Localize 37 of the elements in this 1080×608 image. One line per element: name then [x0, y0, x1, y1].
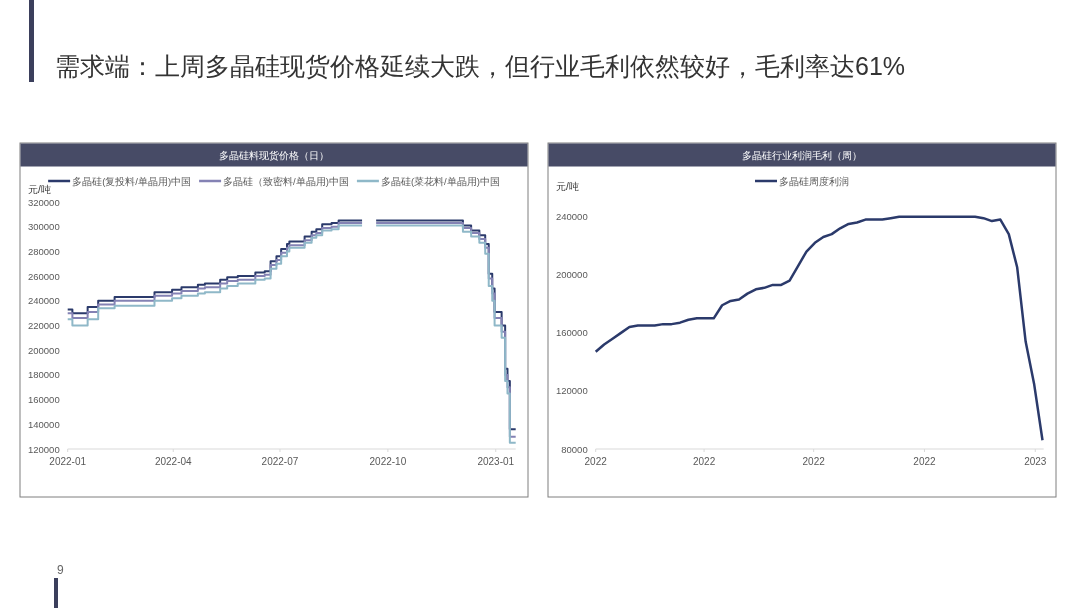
y-tick-label: 120000: [556, 385, 588, 397]
y-tick-label: 320000: [28, 196, 60, 208]
legend-label: 多晶硅(复投料/单晶用)中国: [72, 175, 192, 187]
x-tick-label: 2022: [692, 456, 716, 467]
chart-title: 多晶硅行业利润毛利（周）: [742, 150, 862, 161]
line-series: [594, 215, 1044, 442]
y-tick-label: 260000: [28, 270, 60, 282]
y-tick-label: 120000: [28, 443, 60, 455]
x-tick-label: 2022-01: [49, 456, 87, 467]
y-tick-label: 160000: [28, 394, 60, 406]
x-tick-label: 2022-10: [369, 456, 407, 467]
x-tick-label: 2023: [1024, 456, 1047, 467]
x-tick-label: 2022-07: [261, 456, 299, 467]
y-tick-label: 280000: [28, 245, 60, 257]
x-tick-label: 2022: [584, 456, 608, 467]
y-tick-label: 300000: [28, 221, 60, 233]
y-tick-label: 200000: [556, 269, 588, 281]
x-tick-label: 2022-04: [154, 456, 193, 467]
x-tick-label: 2023-01: [477, 456, 515, 467]
chart-title: 多晶硅料现货价格（日）: [219, 150, 329, 161]
y-axis-title: 元/吨: [556, 181, 579, 192]
legend-label: 多晶硅(菜花料/单晶用)中国: [380, 175, 500, 187]
text: 9: [57, 563, 64, 577]
y-tick-label: 140000: [28, 418, 60, 430]
y-tick-label: 180000: [28, 369, 60, 381]
x-tick-label: 2022: [913, 456, 937, 467]
y-axis-title: 元/吨: [28, 184, 51, 195]
legend-label: 多晶硅（致密料/单晶用)中国: [223, 175, 349, 187]
y-tick-label: 240000: [28, 295, 60, 307]
y-tick-label: 220000: [28, 320, 60, 331]
text: 需求端：上周多晶硅现货价格延续大跌，但行业毛利依然较好，毛利率达61%: [55, 52, 906, 80]
y-tick-label: 240000: [556, 211, 588, 223]
y-tick-label: 80000: [561, 443, 588, 455]
y-tick-label: 160000: [556, 327, 588, 339]
y-tick-label: 200000: [28, 344, 60, 356]
legend-label: 多晶硅周度利润: [779, 175, 849, 187]
x-tick-label: 2022: [802, 456, 826, 467]
